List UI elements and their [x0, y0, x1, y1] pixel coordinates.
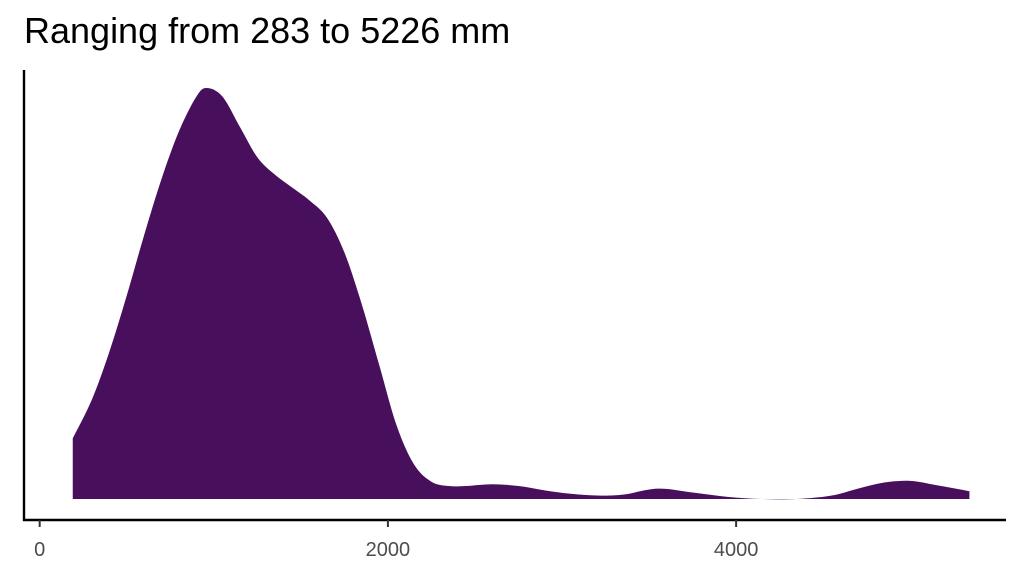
x-tick-label: 2000	[366, 539, 411, 561]
x-tick-label: 4000	[714, 539, 759, 561]
chart-title: Ranging from 283 to 5226 mm	[24, 10, 511, 51]
density-area	[72, 88, 970, 500]
x-tick-label: 0	[34, 539, 45, 561]
x-axis-ticks: 0 2000 4000	[34, 520, 758, 561]
